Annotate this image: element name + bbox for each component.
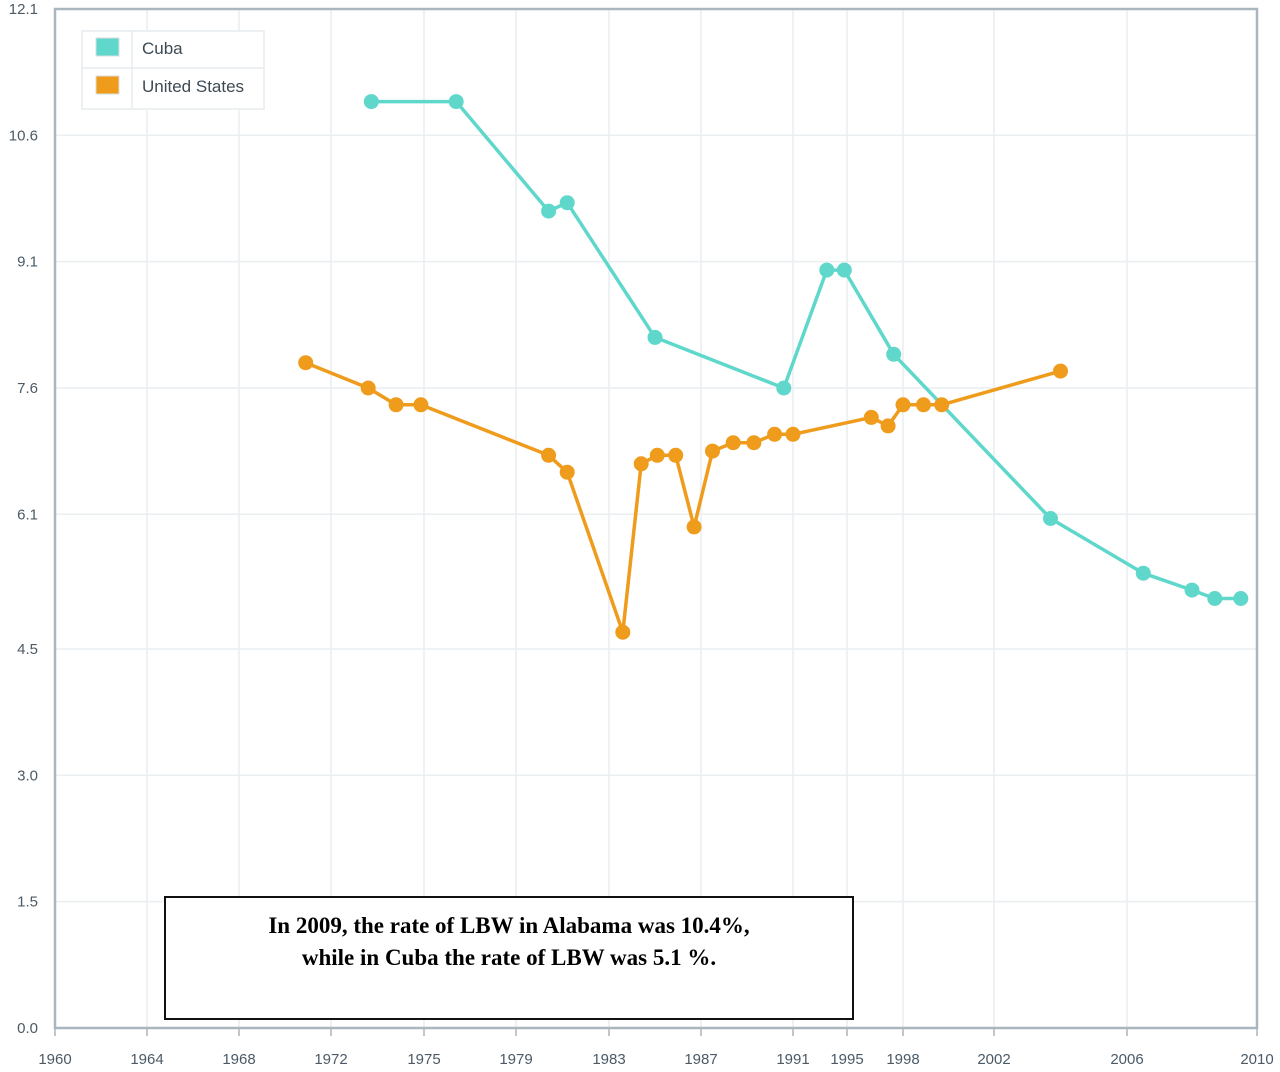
y-tick-label: 1.5 [17, 894, 38, 911]
series-cuba [363, 94, 1249, 606]
x-tick-label: 2002 [977, 1051, 1010, 1067]
data-point-united-states [668, 447, 684, 463]
data-point-cuba [448, 94, 464, 110]
data-point-united-states [916, 397, 931, 413]
data-point-united-states [934, 397, 950, 413]
y-tick-label: 6.1 [17, 506, 38, 523]
data-point-cuba [363, 94, 379, 110]
legend-swatch-cuba [95, 37, 120, 57]
data-point-cuba [1135, 565, 1151, 581]
data-point-united-states [298, 355, 314, 371]
series-united-states [298, 355, 1068, 640]
data-point-cuba [1207, 591, 1223, 606]
x-tick-label: 1968 [222, 1051, 255, 1067]
data-point-cuba [1184, 582, 1200, 598]
data-point-cuba [819, 262, 835, 278]
data-point-cuba [1043, 511, 1058, 526]
x-tick-label: 1979 [499, 1051, 532, 1067]
data-point-united-states [895, 397, 911, 413]
x-tick-label: 1987 [684, 1051, 717, 1067]
data-point-united-states [686, 519, 702, 535]
x-tick-label: 1998 [886, 1051, 919, 1067]
legend-label-cuba: Cuba [142, 39, 183, 58]
data-point-united-states [649, 447, 665, 463]
data-point-cuba [776, 380, 792, 396]
series-line-united-states [305, 361, 1061, 634]
plot-frame [53, 7, 1259, 1030]
data-point-united-states [1053, 363, 1068, 379]
annotation-line-2: while in Cuba the rate of LBW was 5.1 %. [301, 945, 717, 970]
data-point-united-states [785, 426, 801, 442]
data-point-united-states [633, 456, 649, 472]
data-point-united-states [413, 397, 429, 413]
data-point-cuba [836, 262, 852, 278]
data-point-cuba [559, 195, 575, 211]
legend-label-united-states: United States [142, 77, 244, 96]
x-tick-label: 2006 [1110, 1051, 1143, 1067]
y-tick-label: 4.5 [17, 641, 38, 658]
data-point-united-states [360, 380, 376, 396]
data-point-united-states [705, 443, 720, 459]
data-point-united-states [863, 409, 879, 425]
data-point-cuba [647, 329, 663, 345]
data-point-united-states [880, 418, 896, 434]
x-tick-label: 1960 [38, 1051, 71, 1067]
y-tick-label: 0.0 [17, 1020, 38, 1037]
data-point-cuba [1233, 591, 1249, 606]
grid [55, 9, 1257, 1028]
x-tick-label: 1983 [592, 1051, 625, 1067]
data-point-united-states [388, 397, 404, 413]
y-tick-label: 9.1 [17, 254, 38, 271]
x-tick-label: 1964 [130, 1051, 163, 1067]
y-tick-label: 3.0 [17, 767, 38, 784]
y-tick-label: 10.6 [9, 127, 38, 144]
legend: Cuba United States [81, 30, 265, 110]
annotation-line-1: In 2009, the rate of LBW in Alabama was … [268, 913, 750, 938]
series-layer [298, 94, 1249, 640]
data-point-united-states [767, 426, 783, 442]
data-point-united-states [725, 435, 741, 451]
data-point-cuba [541, 203, 557, 219]
x-tick-label: 1991 [776, 1051, 809, 1067]
annotation-box: In 2009, the rate of LBW in Alabama was … [164, 896, 854, 1020]
x-tick-label: 1972 [314, 1051, 347, 1067]
data-point-united-states [615, 624, 631, 640]
data-point-cuba [886, 346, 902, 362]
legend-swatch-united-states [95, 75, 120, 95]
data-point-united-states [746, 435, 762, 451]
y-tick-label: 7.6 [17, 380, 38, 397]
y-tick-label: 12.1 [9, 1, 38, 18]
x-tick-label: 1975 [407, 1051, 440, 1067]
series-line-cuba [371, 99, 1241, 601]
data-point-united-states [559, 464, 575, 480]
data-point-united-states [541, 447, 557, 463]
x-tick-label: 1995 [830, 1051, 863, 1067]
x-tick-label: 2010 [1240, 1051, 1273, 1067]
axis-ticks: 1960 1964 1968 1972 1975 1979 1983 1987 1991 1995… [9, 1, 1274, 1068]
